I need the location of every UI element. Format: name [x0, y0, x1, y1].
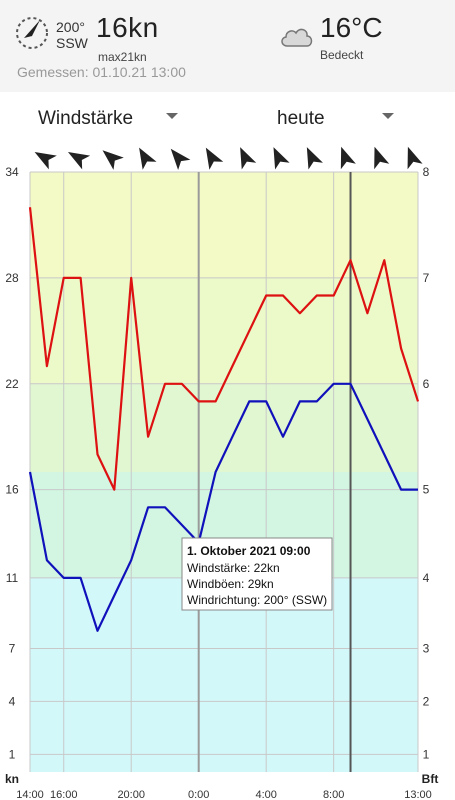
y2-tick-label: 1	[423, 747, 430, 761]
wind-band-3	[30, 277, 418, 384]
y2-tick-label: 6	[423, 377, 430, 391]
compass-arrow-icon	[16, 17, 48, 49]
wind-direction-arrow-icon	[102, 150, 124, 170]
x-tick-label: 4:00	[255, 789, 276, 800]
y2-tick-label: 3	[423, 641, 430, 655]
wind-direction-text: SSW	[56, 35, 88, 51]
y-tick-label: 7	[9, 641, 16, 655]
y-tick-label: 16	[5, 483, 19, 497]
wind-direction-arrow-icon	[306, 147, 323, 170]
y2-tick-label: 2	[423, 694, 430, 708]
y-tick-label: 34	[5, 165, 19, 179]
wind-direction-arrow-icon	[273, 147, 290, 170]
y2-tick-label: 8	[423, 165, 430, 179]
x-tick-label: 0:00	[188, 789, 209, 800]
x-tick-label: 20:00	[117, 789, 145, 800]
y2-tick-label: 5	[423, 483, 430, 497]
wind-direction-arrow-icon	[374, 146, 390, 170]
wind-chart: 34 828 722 616 511 47 34 21 114:00 16:00 20:00 0:00…	[5, 146, 439, 800]
wind-direction-degrees: 200°	[56, 19, 85, 35]
period-dropdown-chevron-icon[interactable]	[382, 113, 394, 119]
temperature: 16°C	[320, 12, 383, 43]
x-tick-label: 8:00	[323, 789, 344, 800]
wind-direction-arrow-icon	[205, 147, 224, 170]
wind-speed: 16kn	[96, 12, 159, 43]
y-tick-label: 28	[5, 271, 19, 285]
x-tick-label: 16:00	[50, 789, 78, 800]
y-tick-label: 22	[5, 377, 19, 391]
period-dropdown[interactable]: heute	[277, 108, 325, 129]
current-conditions-header: 200° SSW 16kn max21kn Gemessen: 01.10.21…	[0, 0, 455, 92]
y2-tick-label: 7	[423, 271, 430, 285]
tooltip-wind-gust: Windböen: 29kn	[187, 577, 274, 591]
y-tick-label: 11	[6, 571, 19, 585]
metric-dropdown[interactable]: Windstärke	[38, 108, 134, 129]
chart-tooltip: 1. Oktober 2021 09:00 Windstärke: 22kn W…	[181, 537, 333, 611]
series-line-speed	[28, 382, 418, 632]
wind-direction-arrow-icon	[34, 152, 57, 170]
wind-band-4	[30, 172, 418, 278]
tooltip-title: 1. Oktober 2021 09:00	[187, 544, 311, 558]
wind-direction-arrow-icon	[240, 147, 257, 170]
x-tick-label: 14:00	[16, 789, 44, 800]
wind-direction-arrow-icon	[139, 147, 157, 170]
y2-axis-unit-label: Bft	[422, 772, 439, 786]
wind-direction-arrow-icon	[340, 146, 356, 170]
wind-band-2	[30, 383, 418, 472]
wind-direction-arrow-icon	[407, 146, 423, 170]
y-axis-unit-label: kn	[5, 772, 19, 786]
y2-tick-label: 4	[423, 571, 430, 585]
y-tick-label: 4	[9, 694, 16, 708]
wind-direction-arrow-icon	[67, 152, 91, 170]
wind-gust-max: max21kn	[98, 50, 147, 64]
tooltip-wind-direction: Windrichtung: 200° (SSW)	[187, 593, 327, 607]
cloud-icon	[281, 28, 313, 47]
x-tick-label: 13:00	[404, 789, 432, 800]
series-line-gust	[28, 207, 420, 491]
tooltip-wind-speed: Windstärke: 22kn	[187, 561, 280, 575]
wind-direction-arrow-icon	[170, 148, 191, 171]
weather-condition: Bedeckt	[320, 48, 364, 62]
measured-timestamp: Gemessen: 01.10.21 13:00	[17, 64, 186, 80]
y-tick-label: 1	[9, 747, 16, 761]
metric-dropdown-chevron-icon[interactable]	[166, 113, 178, 119]
